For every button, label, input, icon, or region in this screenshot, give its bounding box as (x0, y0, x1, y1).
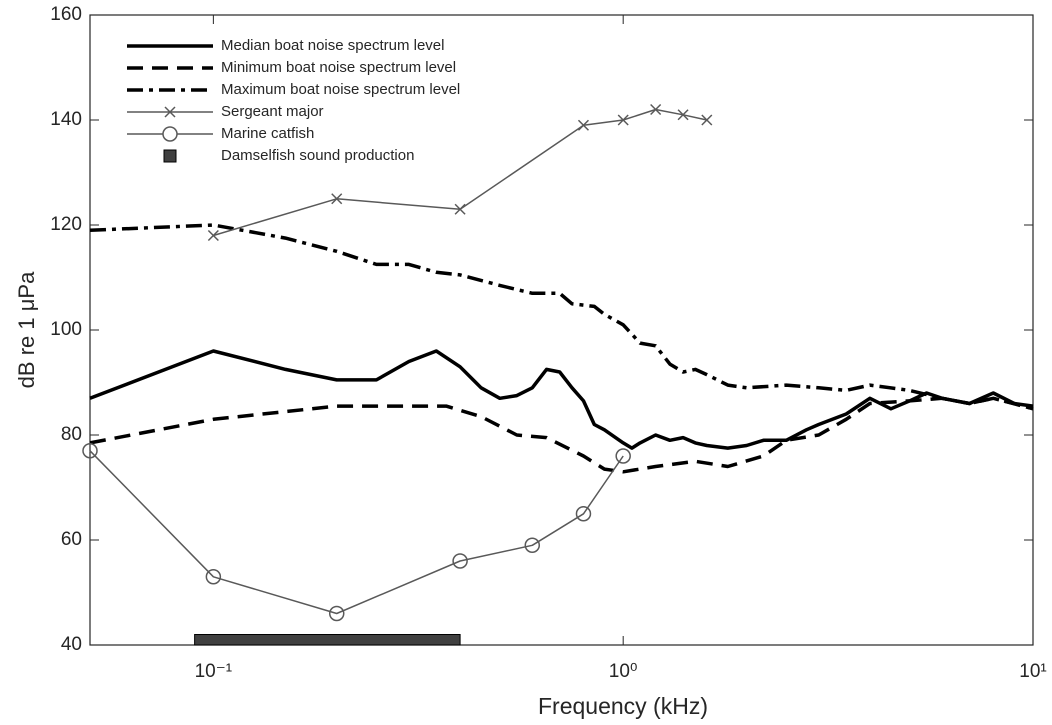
legend-marker (162, 126, 178, 142)
x-marker (577, 119, 589, 131)
x-axis-label: Frequency (kHz) (538, 693, 708, 719)
x-tick-label: 10⁰ (609, 661, 638, 682)
legend-swatch (163, 149, 177, 163)
x-marker (454, 203, 466, 215)
circle-marker (328, 605, 345, 622)
x-marker (677, 109, 689, 121)
y-tick-label: 120 (50, 214, 82, 235)
circle-marker (205, 569, 222, 585)
y-tick-label: 160 (50, 4, 82, 25)
series-line (89, 396, 1034, 474)
series-line (89, 450, 624, 615)
y-tick-label: 80 (61, 424, 82, 445)
series-line (89, 223, 1034, 411)
circle-marker (452, 553, 468, 569)
y-tick-label: 140 (50, 109, 82, 130)
legend-label: Marine catfish (221, 125, 314, 142)
legend-label: Maximum boat noise spectrum level (221, 81, 460, 98)
x-tick-label: 10⁻¹ (195, 661, 233, 682)
legend-label: Damselfish sound production (221, 147, 414, 164)
x-marker (617, 114, 629, 126)
y-tick-label: 60 (61, 529, 82, 550)
circle-marker (524, 537, 541, 553)
legend-marker (164, 106, 176, 118)
legend-label: Sergeant major (221, 103, 324, 120)
circle-marker (575, 506, 592, 522)
y-tick-label: 40 (61, 634, 82, 655)
circle-marker (615, 448, 631, 464)
circle-marker (82, 443, 98, 459)
y-axis-label: dB re 1 μPa (14, 271, 39, 388)
x-marker (207, 229, 219, 242)
legend-label: Minimum boat noise spectrum level (221, 59, 456, 76)
y-tick-label: 100 (50, 319, 82, 340)
x-marker (331, 193, 343, 205)
legend-label: Median boat noise spectrum level (221, 37, 444, 54)
x-tick-label: 10¹ (1019, 661, 1046, 682)
x-marker (650, 103, 662, 116)
series-line (89, 349, 1034, 450)
series-line (213, 108, 707, 237)
x-marker (701, 114, 713, 126)
range-band (194, 634, 461, 646)
